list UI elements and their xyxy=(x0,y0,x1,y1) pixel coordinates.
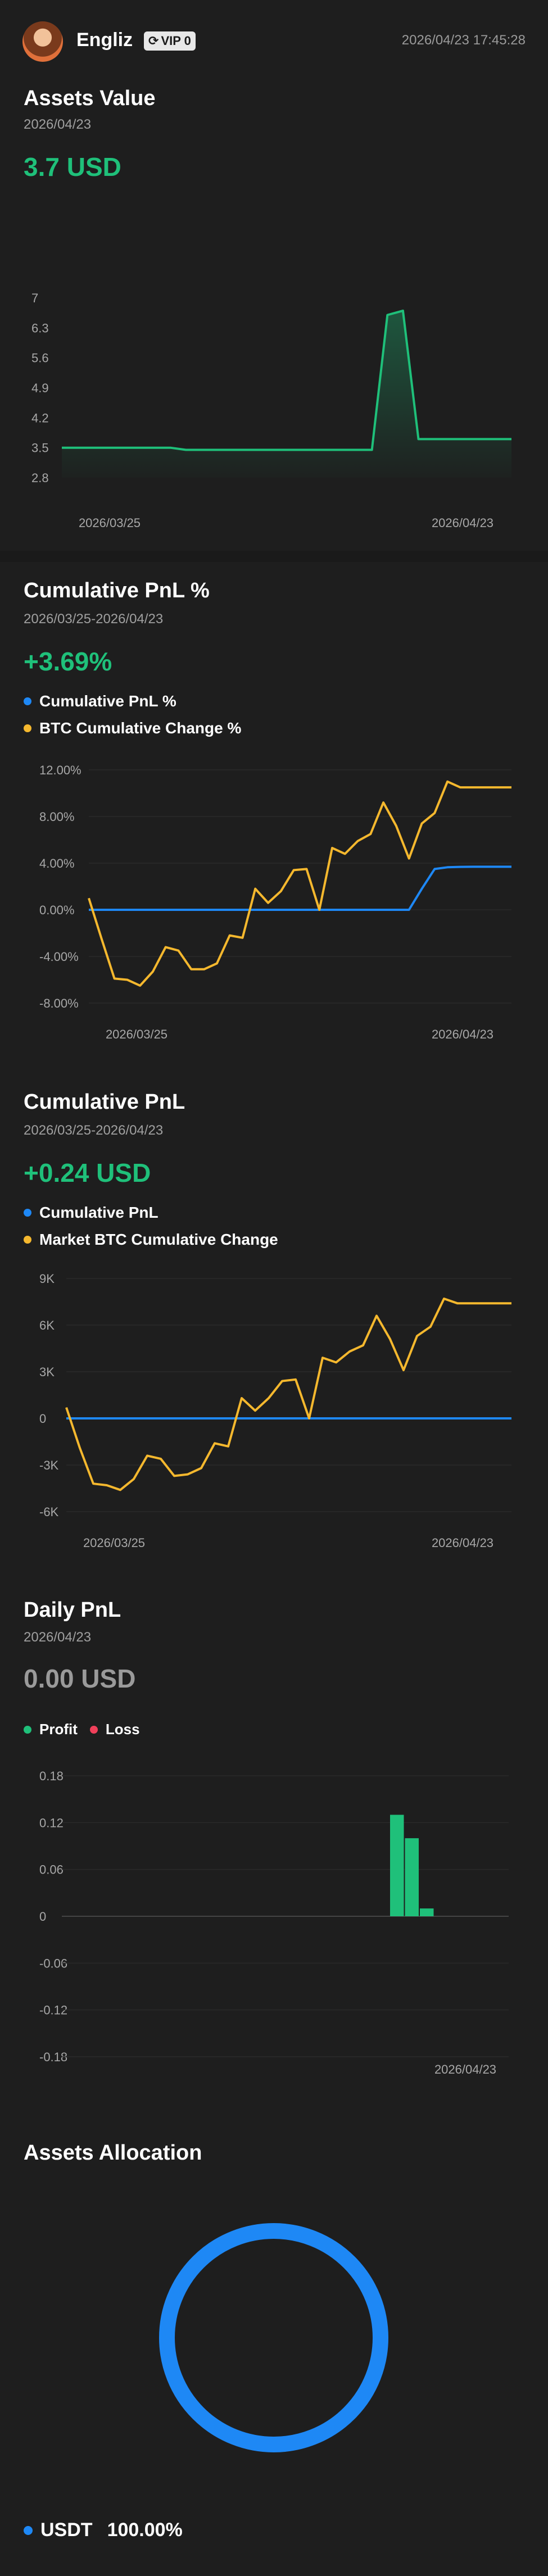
daily-pnl-card: Daily PnL 2026/04/23 0.00 USD Profit Los… xyxy=(0,1579,548,2085)
cum-pnl-date-range: 2026/03/25-2026/04/23 xyxy=(24,1123,164,1138)
timestamp: 2026/04/23 17:45:28 xyxy=(401,33,526,48)
allocation-asset: USDT xyxy=(40,2519,93,2541)
y-tick-label: -3K xyxy=(39,1458,59,1472)
allocation-title: Assets Allocation xyxy=(24,2141,202,2165)
x-tick-label: 2026/03/25 xyxy=(106,1027,167,1041)
vip-label: VIP 0 xyxy=(161,34,191,48)
cum-pnl-card: Cumulative PnL 2026/03/25-2026/04/23 +0.… xyxy=(0,1073,548,1579)
donut-slice-usdt xyxy=(159,2223,388,2452)
x-tick-label: 2026/03/25 xyxy=(83,1536,145,1550)
x-tick-label: 2026/04/23 xyxy=(432,516,493,530)
legend-label: Market BTC Cumulative Change xyxy=(39,1231,278,1248)
pnl-bar xyxy=(405,1838,419,1916)
assets-value-chart: 7 6.3 5.6 4.9 4.2 3.5 2.8 2026/03/25 2026/04/23 xyxy=(31,291,511,530)
y-tick-label: 0 xyxy=(39,1910,46,1924)
y-tick-label: 3K xyxy=(39,1365,55,1379)
header: Engliz ⟳ VIP 0 2026/04/23 17:45:28 xyxy=(0,0,548,84)
y-tick-label: -4.00% xyxy=(39,950,79,964)
daily-pnl-title: Daily PnL xyxy=(24,1598,121,1622)
legend-label: Cumulative PnL xyxy=(39,1204,158,1221)
cum-pnl-pct-date-range: 2026/03/25-2026/04/23 xyxy=(24,611,164,627)
legend-item[interactable]: BTC Cumulative Change % xyxy=(24,719,241,737)
y-tick-label: 0.00% xyxy=(39,903,74,917)
area-fill xyxy=(62,310,511,478)
legend-item[interactable]: Market BTC Cumulative Change xyxy=(24,1231,278,1249)
legend-label: Cumulative PnL % xyxy=(39,692,176,710)
y-tick-label: 0 xyxy=(39,1412,46,1426)
y-tick-label: 9K xyxy=(39,1272,55,1286)
series-line-2 xyxy=(65,1298,511,1491)
red-dot-icon xyxy=(89,1725,98,1734)
legend-label-loss[interactable]: Loss xyxy=(105,1721,140,1738)
allocation-card: Assets Allocation xyxy=(0,2085,548,2576)
y-tick-label: 0.12 xyxy=(39,1816,64,1830)
vip-badge[interactable]: ⟳ VIP 0 xyxy=(144,31,196,51)
y-tick-label: 0.06 xyxy=(39,1863,64,1877)
legend-item[interactable]: Cumulative PnL xyxy=(24,1204,158,1222)
assets-value-amount: 3.7 USD xyxy=(24,152,121,182)
y-tick-label: 4.2 xyxy=(31,411,49,425)
series-line-1 xyxy=(62,309,511,451)
y-tick-label: 3.5 xyxy=(31,441,49,455)
x-tick-label: 2026/04/23 xyxy=(434,2062,496,2076)
yellow-dot-icon xyxy=(24,1236,31,1244)
y-tick-label: 6.3 xyxy=(31,321,49,335)
y-tick-label: 6K xyxy=(39,1318,55,1332)
blue-dot-icon xyxy=(24,2525,33,2535)
cum-pnl-chart: 9K 6K 3K 0 -3K -6K 2026/03/25 2026/04/23 xyxy=(39,1272,511,1550)
y-tick-label: 2.8 xyxy=(31,471,49,485)
legend-label-profit[interactable]: Profit xyxy=(39,1721,78,1738)
cum-pnl-pct-chart: 12.00% 8.00% 4.00% 0.00% -4.00% -8.00% 2026/03… xyxy=(39,763,511,1041)
assets-value-title: Assets Value xyxy=(24,87,156,110)
series-line-1 xyxy=(89,865,511,911)
yellow-dot-icon xyxy=(24,724,31,732)
series-line-2 xyxy=(88,780,511,987)
green-dot-icon xyxy=(24,1725,31,1734)
y-tick-label: 4.00% xyxy=(39,856,74,870)
pnl-bar xyxy=(420,1908,434,1916)
assets-value-date: 2026/04/23 xyxy=(24,117,92,132)
blue-dot-icon xyxy=(24,1209,31,1217)
daily-pnl-date: 2026/04/23 xyxy=(24,1630,92,1645)
vip-icon: ⟳ xyxy=(148,34,159,48)
cum-pnl-value: +0.24 USD xyxy=(24,1158,151,1187)
cum-pnl-pct-value: +3.69% xyxy=(24,647,112,676)
legend-item[interactable]: Cumulative PnL % xyxy=(24,692,176,710)
cum-pnl-pct-card: Cumulative PnL % 2026/03/25-2026/04/23 +… xyxy=(0,562,548,1073)
allocation-donut-chart xyxy=(159,2223,388,2452)
y-tick-label: 7 xyxy=(31,291,38,305)
y-tick-label: 4.9 xyxy=(31,381,49,395)
username: Engliz xyxy=(76,29,133,51)
cum-pnl-title: Cumulative PnL xyxy=(24,1090,185,1114)
avatar[interactable] xyxy=(22,21,63,62)
y-tick-label: 5.6 xyxy=(31,351,49,365)
y-tick-label: 12.00% xyxy=(39,763,81,777)
y-tick-label: 8.00% xyxy=(39,810,74,824)
daily-pnl-legend: Profit Loss xyxy=(24,1721,140,1738)
cum-pnl-pct-title: Cumulative PnL % xyxy=(24,579,210,602)
allocation-legend[interactable]: USDT 100.00% xyxy=(24,2519,183,2541)
blue-dot-icon xyxy=(24,697,31,705)
pnl-bar xyxy=(390,1815,404,1916)
legend-label: BTC Cumulative Change % xyxy=(39,719,242,737)
y-tick-label: -6K xyxy=(39,1505,59,1519)
y-tick-label: -8.00% xyxy=(39,996,79,1010)
x-tick-label: 2026/03/25 xyxy=(79,516,141,530)
assets-value-card: Assets Value 2026/04/23 3.7 USD 7 6.3 5.6 4… xyxy=(0,84,548,551)
allocation-percent: 100.00% xyxy=(107,2519,183,2541)
daily-pnl-value: 0.00 USD xyxy=(24,1664,136,1693)
y-tick-label: 0.18 xyxy=(39,1769,64,1783)
x-tick-label: 2026/04/23 xyxy=(432,1027,493,1041)
x-tick-label: 2026/04/23 xyxy=(432,1536,493,1550)
